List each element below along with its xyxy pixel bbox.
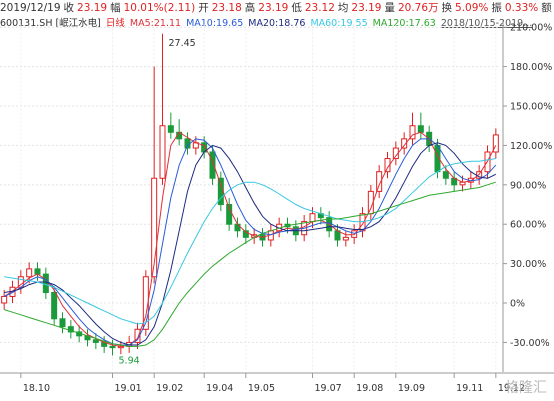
candle-body bbox=[59, 318, 66, 328]
candle-body bbox=[309, 213, 316, 223]
candle-body bbox=[1, 295, 8, 304]
quote-date: 2019/12/19 bbox=[0, 2, 61, 14]
quote-value: 10.01%(2.11) bbox=[123, 2, 196, 14]
quote-label: 换 bbox=[441, 2, 453, 14]
x-tick-label: 19.11 bbox=[456, 383, 483, 394]
candle-body bbox=[242, 230, 249, 238]
candle-body bbox=[159, 125, 166, 179]
y-tick-label: 210.00% bbox=[510, 23, 552, 34]
quote-value: 23.19 bbox=[258, 2, 289, 14]
annotation: 5.94 bbox=[119, 356, 140, 367]
x-tick-label: 19.02 bbox=[156, 383, 183, 394]
y-tick-label: 150.00% bbox=[510, 102, 552, 113]
legend-item: MA20:18.76 bbox=[248, 18, 306, 29]
quote-label: 高 bbox=[244, 2, 256, 14]
symbol: 600131.SH [岷江水电] bbox=[0, 18, 101, 29]
x-tick-label: 19.05 bbox=[248, 383, 275, 394]
x-tick-label: 18.10 bbox=[23, 383, 50, 394]
quote-value: 23.12 bbox=[304, 2, 335, 14]
quote-label: 开 bbox=[198, 2, 209, 14]
quote-label: 收 bbox=[63, 2, 75, 14]
ma-line bbox=[3, 138, 497, 346]
candle-body bbox=[34, 268, 41, 275]
legend-item: MA60:19.55 bbox=[310, 18, 368, 29]
candle-body bbox=[26, 268, 33, 278]
candle-body bbox=[401, 138, 408, 149]
candle-body bbox=[51, 292, 58, 320]
quote-value: 23.18 bbox=[211, 2, 242, 14]
candle-body bbox=[167, 125, 174, 133]
x-tick-label: 19.07 bbox=[315, 383, 342, 394]
candle-body bbox=[417, 125, 424, 133]
legend-item: MA5:21.11 bbox=[129, 18, 182, 29]
candle-body bbox=[151, 177, 158, 278]
quote-value: 0.33% bbox=[504, 2, 539, 14]
annotation: 27.45 bbox=[169, 38, 196, 49]
x-tick-label: 19.08 bbox=[356, 383, 383, 394]
y-tick-label: 120.00% bbox=[510, 141, 552, 152]
quote-label: 均 bbox=[337, 2, 349, 14]
y-tick-label: 60.00% bbox=[510, 220, 546, 231]
candle-body bbox=[442, 171, 449, 179]
candle-body bbox=[42, 273, 49, 294]
quote-label: 低 bbox=[291, 2, 302, 14]
candle-body bbox=[92, 339, 99, 343]
ma-line bbox=[4, 181, 496, 347]
legend-item: MA120:17.63 bbox=[372, 18, 436, 29]
quote-label: 量 bbox=[384, 2, 395, 14]
quote-value: 23.19 bbox=[351, 2, 382, 14]
period: 日线 bbox=[105, 18, 125, 29]
candle-body bbox=[134, 328, 141, 343]
y-tick-label: 180.00% bbox=[510, 62, 552, 73]
candle-body bbox=[109, 345, 116, 349]
quote-label: 额 bbox=[541, 2, 552, 14]
legend-item: MA10:19.65 bbox=[186, 18, 244, 29]
legend: 600131.SH [岷江水电] 日线 MA5:21.11 MA10:19.65 MA2… bbox=[0, 17, 554, 31]
quote-value: 20.76万 bbox=[397, 2, 439, 14]
quote-label: 振 bbox=[491, 2, 502, 14]
watermark: 格隆汇 bbox=[505, 380, 547, 396]
x-tick-label: 19.12 bbox=[498, 383, 525, 394]
candle-body bbox=[384, 158, 391, 173]
x-tick-label: 19.04 bbox=[206, 383, 233, 394]
ma-line bbox=[4, 142, 497, 346]
y-tick-label: 90.00% bbox=[510, 180, 546, 191]
y-tick-label: -30.00% bbox=[510, 338, 550, 349]
y-tick-label: 30.00% bbox=[510, 259, 546, 270]
candle-body bbox=[226, 204, 233, 225]
candle-body bbox=[342, 236, 349, 241]
quote-value: 23.19 bbox=[77, 2, 108, 14]
candle-body bbox=[209, 151, 216, 179]
candle-body bbox=[409, 125, 416, 140]
y-tick-label: 0% bbox=[510, 299, 525, 310]
ma-line bbox=[4, 158, 496, 325]
quote-value: 5.09% bbox=[455, 2, 489, 14]
candle-body bbox=[376, 171, 383, 192]
candle-body bbox=[67, 326, 74, 333]
candle-body bbox=[492, 134, 499, 153]
ma-line bbox=[3, 131, 497, 347]
quote-bar: 2019/12/19 收 23.19 幅 10.01%(2.11) 开 23.18 高 23.1… bbox=[0, 0, 554, 16]
range-label: 2018/10/15-2019... bbox=[440, 18, 533, 29]
x-tick-label: 19.01 bbox=[115, 383, 142, 394]
x-tick-label: 19.09 bbox=[398, 383, 425, 394]
quote-label: 幅 bbox=[110, 2, 121, 14]
